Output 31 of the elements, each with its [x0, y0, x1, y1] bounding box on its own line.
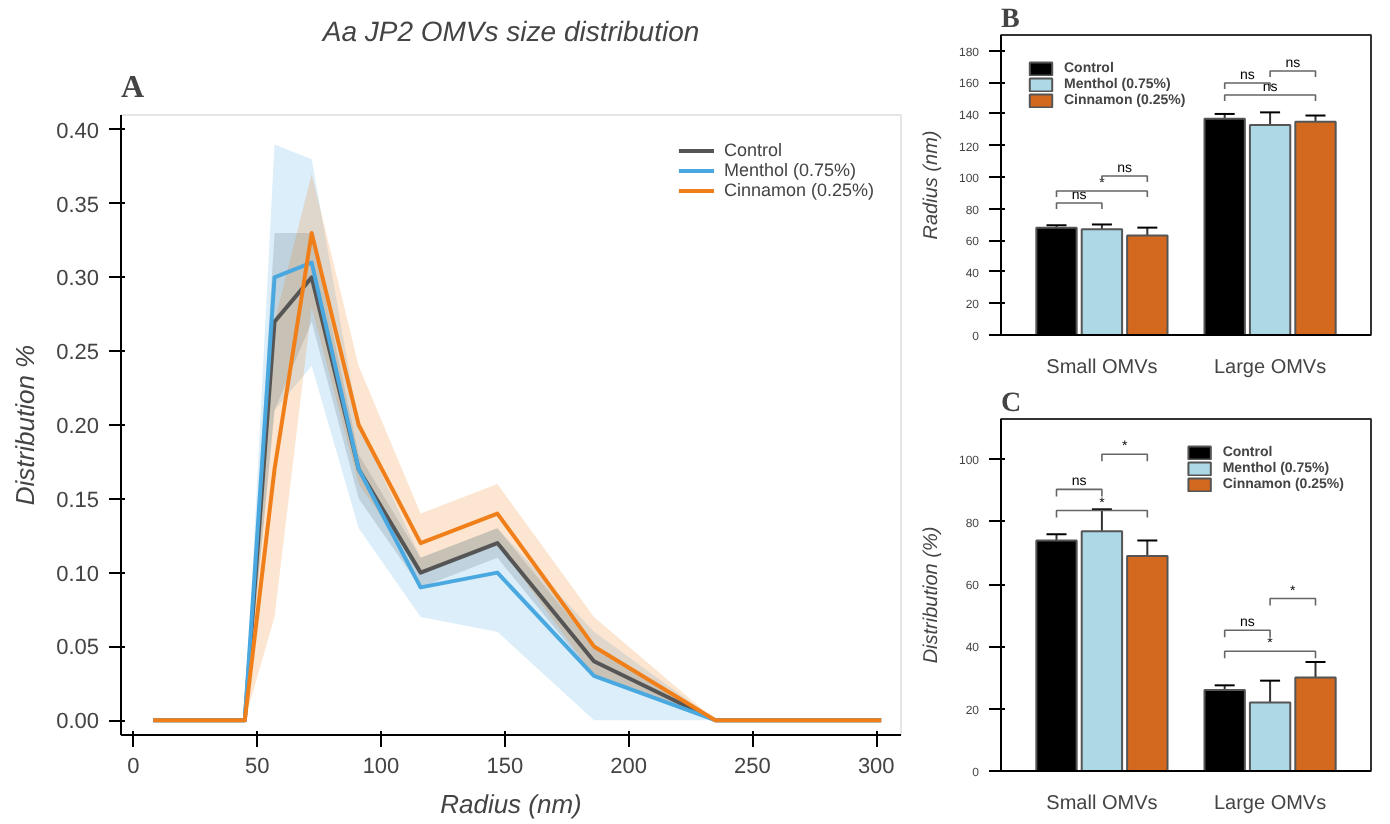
text: B — [1001, 5, 1020, 35]
y-tick-label: 0.25 — [56, 341, 100, 366]
x-tick-label: Large OMVs — [1213, 357, 1327, 379]
chart-title: Aa JP2 OMVs size distribution — [320, 15, 700, 47]
x-tick-label: 0 — [127, 755, 140, 779]
legend-label: Control — [723, 140, 782, 160]
y-tick-label: 0.35 — [56, 193, 100, 218]
legend-label: Menthol (0.75%) — [723, 160, 856, 180]
x-tick-label: 250 — [734, 755, 771, 779]
x-tick-label: 50 — [244, 755, 270, 779]
x-tick-label: 100 — [362, 755, 400, 779]
annotation: C — [1001, 389, 1022, 419]
y-axis-title: Distribution (%) — [920, 526, 943, 664]
text: A — [121, 71, 145, 105]
x-axis-title: Radius (nm) — [440, 789, 582, 819]
x-tick-label: Large OMVs — [1213, 793, 1327, 815]
y-tick-label: 0.30 — [56, 267, 100, 292]
y-tick-label: 0.00 — [56, 710, 100, 735]
y-tick-label: 0.40 — [56, 119, 100, 144]
x-tick-label: 200 — [610, 755, 647, 779]
x-tick-label: 150 — [486, 755, 524, 779]
x-tick-label: Small OMVs — [1046, 357, 1158, 379]
legend-label: Cinnamon (0.25%) — [723, 180, 874, 200]
x-tick-label: 300 — [857, 755, 895, 779]
y-tick-label: 0.20 — [56, 415, 100, 439]
y-tick-label: 0.10 — [56, 562, 100, 587]
x-tick-label: Small OMVs — [1046, 793, 1158, 815]
y-axis-title: Radius (nm) — [920, 130, 943, 240]
y-axis-title: Distribution % — [10, 344, 41, 506]
y-tick-label: 0.05 — [56, 636, 100, 661]
y-tick-label: 0.15 — [56, 488, 100, 513]
